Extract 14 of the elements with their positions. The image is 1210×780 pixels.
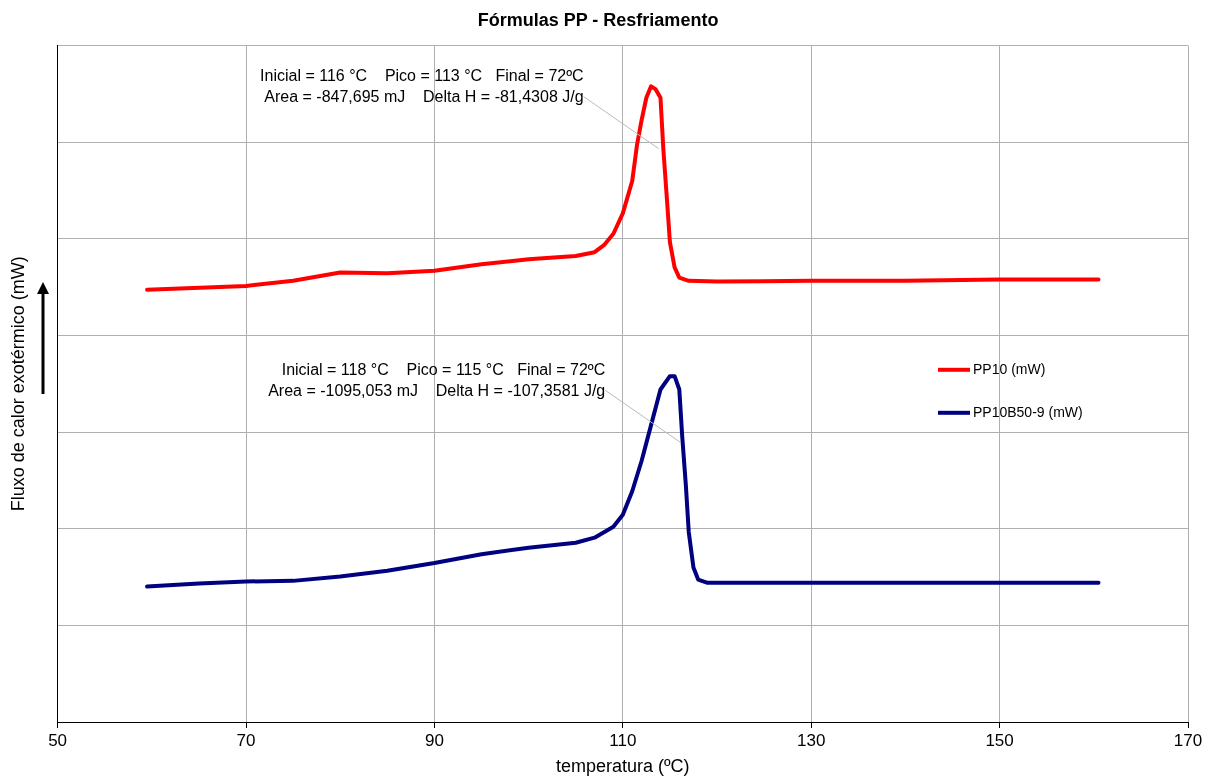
annotation: Inicial = 118 °C Pico = 115 °C Final = 72ºC Area = -1095,053 mJ Delta H = -107,3581 J/g: [268, 360, 606, 399]
x-tick-label: 70: [236, 730, 256, 750]
x-tick-label: 50: [48, 730, 68, 750]
x-tick-label: 170: [1173, 730, 1203, 750]
y-axis-title: Fluxo de calor exotérmico (mW): [7, 256, 28, 512]
x-tick-label: 150: [985, 730, 1014, 750]
legend-label: PP10B50-9 (mW): [973, 403, 1083, 420]
chart-title: Fórmulas PP - Resfriamento: [477, 9, 719, 30]
x-tick-label: 90: [424, 730, 444, 750]
x-axis-title: temperatura (ºC): [555, 756, 690, 777]
x-tick-label: 130: [797, 730, 826, 750]
x-tick-label: 110: [609, 730, 637, 750]
annotation: Inicial = 116 °C Pico = 113 °C Final = 72ºC Area = -847,695 mJ Delta H = -81,4308 J/g: [260, 66, 584, 105]
legend-label: PP10 (mW): [973, 360, 1046, 377]
